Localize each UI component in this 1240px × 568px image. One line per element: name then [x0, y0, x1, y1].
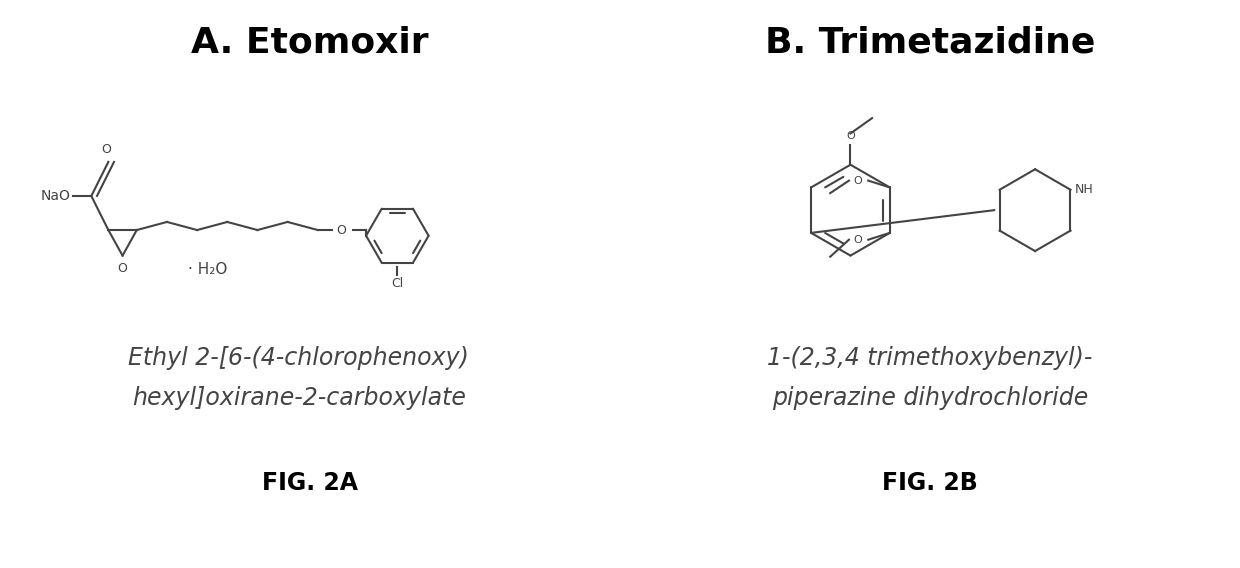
Text: O: O: [336, 224, 346, 236]
Text: B. Trimetazidine: B. Trimetazidine: [765, 26, 1095, 60]
Text: A. Etomoxir: A. Etomoxir: [191, 26, 429, 60]
Text: NaO: NaO: [40, 189, 71, 203]
Text: FIG. 2A: FIG. 2A: [262, 471, 358, 495]
Text: O: O: [854, 235, 863, 245]
Text: NH: NH: [1075, 183, 1094, 196]
Text: piperazine dihydrochloride: piperazine dihydrochloride: [771, 386, 1089, 410]
Text: FIG. 2B: FIG. 2B: [882, 471, 978, 495]
Text: Cl: Cl: [391, 277, 403, 290]
Text: O: O: [118, 262, 128, 275]
Text: 1-(2,3,4 trimethoxybenzyl)-: 1-(2,3,4 trimethoxybenzyl)-: [768, 346, 1092, 370]
Text: O: O: [846, 131, 854, 141]
Text: hexyl]oxirane-2-carboxylate: hexyl]oxirane-2-carboxylate: [131, 386, 465, 410]
Text: O: O: [854, 176, 863, 186]
Text: Ethyl 2-[6-(4-chlorophenoxy): Ethyl 2-[6-(4-chlorophenoxy): [128, 346, 469, 370]
Text: O: O: [102, 143, 112, 156]
Text: · H₂O: · H₂O: [188, 262, 227, 277]
